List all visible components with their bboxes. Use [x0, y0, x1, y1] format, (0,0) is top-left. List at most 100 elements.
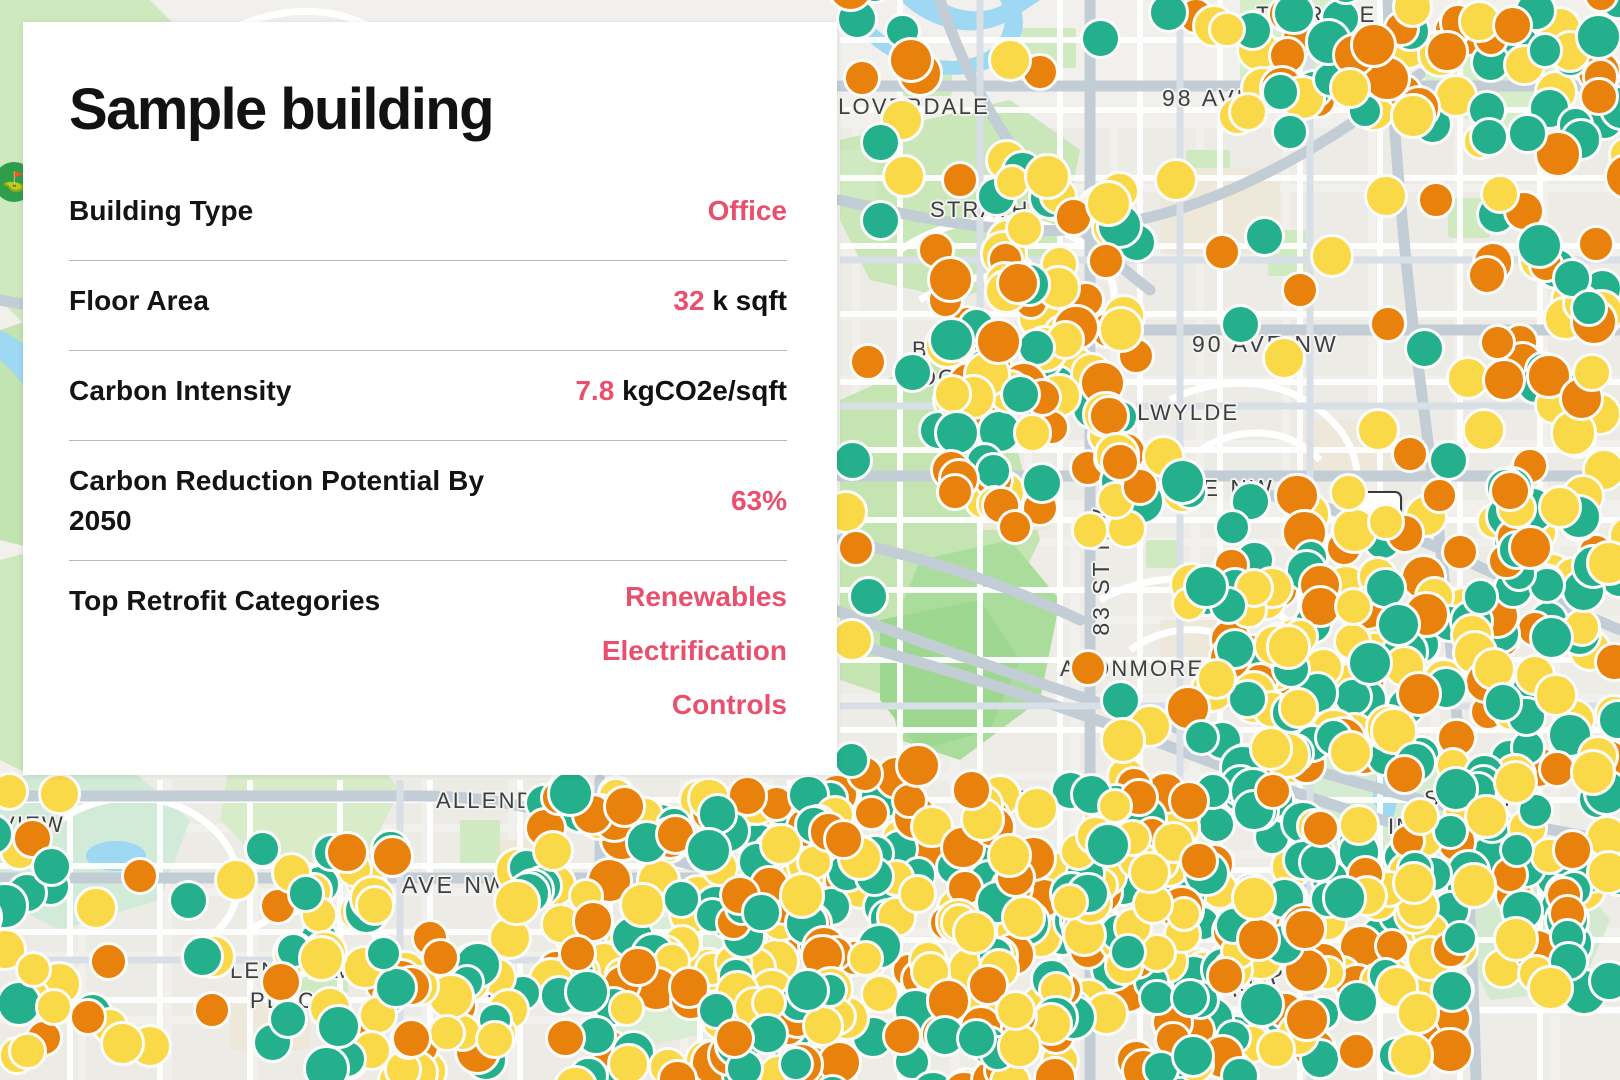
- building-marker[interactable]: [100, 1021, 146, 1067]
- building-marker[interactable]: [1203, 233, 1241, 271]
- building-marker[interactable]: [1205, 955, 1246, 996]
- building-marker[interactable]: [1480, 173, 1521, 215]
- building-marker[interactable]: [1238, 981, 1286, 1029]
- building-marker[interactable]: [996, 508, 1033, 545]
- building-marker[interactable]: [1588, 959, 1620, 1003]
- building-marker[interactable]: [1154, 158, 1198, 202]
- building-marker[interactable]: [1390, 93, 1436, 139]
- building-marker[interactable]: [1079, 17, 1121, 59]
- building-marker[interactable]: [997, 1024, 1042, 1069]
- building-marker[interactable]: [1516, 221, 1564, 270]
- building-marker[interactable]: [1248, 725, 1294, 771]
- building-marker[interactable]: [298, 934, 346, 982]
- building-marker[interactable]: [564, 969, 610, 1015]
- building-marker[interactable]: [927, 256, 975, 304]
- building-marker[interactable]: [1574, 13, 1620, 61]
- building-marker[interactable]: [121, 857, 159, 895]
- building-marker[interactable]: [986, 832, 1032, 878]
- building-marker[interactable]: [847, 939, 885, 977]
- building-marker[interactable]: [1271, 112, 1310, 151]
- building-marker[interactable]: [1388, 1032, 1434, 1078]
- building-marker[interactable]: [882, 154, 926, 198]
- building-marker[interactable]: [859, 199, 901, 241]
- building-marker[interactable]: [34, 987, 73, 1026]
- building-marker[interactable]: [881, 1015, 922, 1056]
- building-marker[interactable]: [1441, 919, 1479, 957]
- building-marker[interactable]: [1328, 729, 1374, 776]
- building-marker[interactable]: [1391, 435, 1429, 473]
- building-marker[interactable]: [1069, 649, 1107, 687]
- building-marker[interactable]: [193, 991, 231, 1029]
- building-marker[interactable]: [1100, 441, 1140, 482]
- building-marker[interactable]: [1265, 624, 1311, 670]
- building-marker[interactable]: [532, 830, 575, 873]
- building-marker[interactable]: [1321, 875, 1368, 921]
- building-marker[interactable]: [932, 374, 973, 414]
- building-marker[interactable]: [849, 343, 887, 381]
- building-marker[interactable]: [1450, 862, 1498, 909]
- building-marker[interactable]: [1384, 754, 1425, 795]
- building-marker[interactable]: [1335, 980, 1380, 1025]
- building-marker[interactable]: [1020, 461, 1064, 505]
- building-marker[interactable]: [1231, 875, 1277, 921]
- building-marker[interactable]: [1468, 117, 1509, 158]
- building-marker[interactable]: [784, 968, 830, 1014]
- building-marker[interactable]: [941, 161, 979, 199]
- building-marker[interactable]: [1350, 21, 1398, 69]
- building-marker[interactable]: [1569, 289, 1608, 328]
- building-marker[interactable]: [1367, 502, 1406, 542]
- building-marker[interactable]: [1396, 991, 1440, 1035]
- building-marker[interactable]: [618, 881, 666, 929]
- building-marker[interactable]: [1283, 907, 1327, 952]
- building-marker[interactable]: [1277, 687, 1320, 729]
- building-marker[interactable]: [259, 960, 302, 1003]
- building-marker[interactable]: [994, 164, 1031, 201]
- building-marker[interactable]: [180, 935, 225, 979]
- building-marker[interactable]: [955, 1017, 997, 1059]
- building-marker[interactable]: [325, 830, 369, 875]
- building-marker[interactable]: [1147, 0, 1189, 33]
- building-marker[interactable]: [1024, 153, 1072, 201]
- building-marker[interactable]: [1441, 533, 1479, 571]
- building-marker[interactable]: [354, 885, 396, 926]
- building-marker[interactable]: [1538, 485, 1583, 530]
- building-marker[interactable]: [741, 892, 782, 933]
- building-marker[interactable]: [1213, 508, 1252, 547]
- building-marker[interactable]: [1478, 323, 1517, 361]
- building-marker[interactable]: [684, 827, 732, 874]
- building-marker[interactable]: [1488, 469, 1532, 513]
- building-marker[interactable]: [14, 950, 53, 989]
- building-marker[interactable]: [1507, 524, 1554, 571]
- building-marker[interactable]: [1310, 234, 1354, 278]
- building-marker[interactable]: [895, 743, 941, 789]
- building-marker[interactable]: [167, 879, 209, 921]
- building-marker[interactable]: [1364, 174, 1408, 218]
- building-marker[interactable]: [316, 1004, 361, 1050]
- building-marker[interactable]: [1527, 964, 1574, 1012]
- building-marker[interactable]: [1005, 209, 1045, 249]
- building-marker[interactable]: [1262, 336, 1306, 380]
- building-marker[interactable]: [1403, 327, 1445, 369]
- building-marker[interactable]: [1329, 67, 1371, 109]
- building-marker[interactable]: [475, 1019, 515, 1060]
- building-marker[interactable]: [1050, 882, 1089, 921]
- building-marker[interactable]: [1391, 860, 1436, 905]
- building-marker[interactable]: [1491, 5, 1533, 47]
- building-marker[interactable]: [370, 834, 415, 879]
- building-marker[interactable]: [1594, 641, 1620, 683]
- building-marker[interactable]: [975, 318, 1022, 366]
- building-marker[interactable]: [888, 36, 935, 83]
- building-marker[interactable]: [1526, 32, 1564, 69]
- building-marker[interactable]: [617, 945, 659, 987]
- building-marker[interactable]: [926, 978, 972, 1024]
- building-marker[interactable]: [1087, 242, 1126, 281]
- building-marker[interactable]: [1369, 305, 1407, 343]
- building-marker[interactable]: [1417, 181, 1455, 219]
- building-marker[interactable]: [1108, 933, 1147, 972]
- building-marker[interactable]: [847, 575, 889, 617]
- building-marker[interactable]: [891, 351, 933, 393]
- building-marker[interactable]: [547, 770, 595, 817]
- building-marker[interactable]: [68, 998, 107, 1037]
- building-marker[interactable]: [1207, 10, 1246, 49]
- building-marker[interactable]: [1232, 788, 1276, 833]
